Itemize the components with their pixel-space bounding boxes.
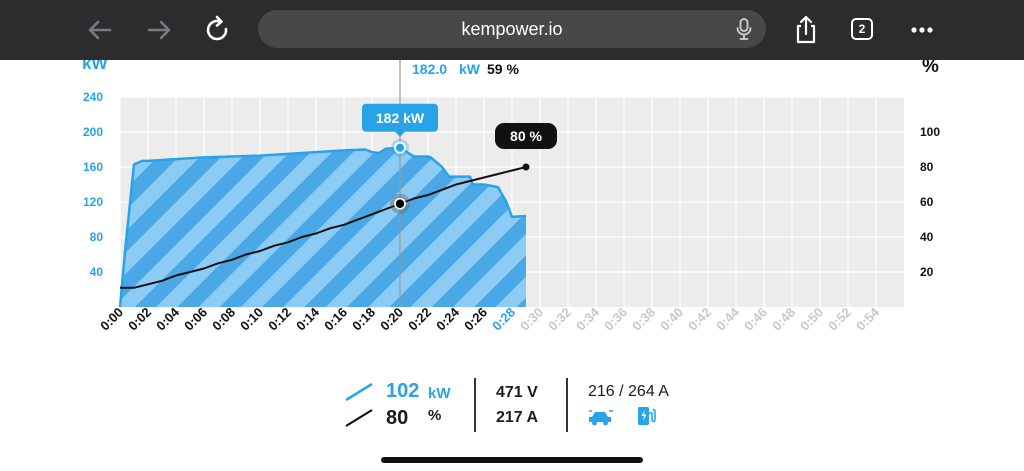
current-soc-unit: % [428,407,442,424]
x-tick-label: 0:30 [517,305,546,334]
tabs-icon[interactable]: 2 [851,18,873,40]
y-left-axis-label: kW [82,60,108,73]
soc-cursor-point[interactable] [394,197,406,210]
x-tick-label: 0:48 [769,305,798,334]
y-left-tick-label: 160 [83,160,103,174]
y-right-tick-label: 80 [920,160,934,174]
x-tick-label: 0:18 [349,305,378,334]
legend-electrical: 471 V 217 A [496,378,556,434]
y-right-tick-label: 100 [920,125,940,139]
x-tick-label: 0:54 [853,304,883,334]
x-tick-label: 0:52 [825,305,854,334]
soc-line [120,166,527,289]
address-bar[interactable]: kempower.io [258,10,766,48]
x-tick-label: 0:24 [433,304,463,334]
soc-end-bubble-text: 80 % [510,128,542,144]
share-icon [796,15,816,44]
y-right-axis-label: % [922,60,939,77]
current-limits: 216 / 264 A [588,383,669,400]
x-tick-label: 0:06 [181,305,210,334]
y-left-tick-label: 80 [90,230,104,244]
x-ticks: 0:000:020:040:060:080:100:120:140:160:18… [97,304,883,334]
reload-icon [206,15,228,41]
y-left-tick-label: 200 [83,125,103,139]
cursor-power-readout: 182.0 [412,61,447,77]
y-left-tick-label: 120 [83,195,103,209]
x-tick-label: 0:12 [265,305,294,334]
x-tick-label: 0:42 [685,305,714,334]
x-tick-label: 0:44 [713,304,743,334]
current-soc-value: 80 [386,407,409,429]
soc-end-bubble: 80 % [495,123,557,149]
y-left-ticks: 40 80 120 160 200 240 [83,90,103,279]
reload-button[interactable] [200,12,236,48]
x-tick-label: 0:02 [125,305,154,334]
y-left-tick-label: 240 [83,90,103,104]
back-button[interactable] [82,12,118,48]
x-tick-label: 0:46 [741,305,770,334]
x-tick-label: 0:16 [321,305,350,334]
forward-arrow-icon [147,20,171,40]
vehicle-icon [589,410,613,426]
x-tick-label: 0:26 [461,305,490,334]
current-power-unit: kW [428,385,451,402]
x-tick-label: 0:22 [405,305,434,334]
x-tick-label: 0:50 [797,305,826,334]
x-tick-label: 0:00 [97,305,126,334]
legend-series: 102 kW 80 % [340,378,490,434]
x-tick-label: 0:08 [209,305,238,334]
charger-icon [638,407,656,425]
y-right-tick-label: 40 [920,230,934,244]
legend-limits: 216 / 264 A [588,378,698,434]
current-value: 217 A [496,409,539,426]
x-tick-label: 0:28 [489,305,518,334]
more-icon [911,27,933,33]
power-bubble-text: 182 kW [376,110,425,126]
more-button[interactable] [904,12,940,48]
forward-button[interactable] [141,12,177,48]
voltage-value: 471 V [496,384,538,401]
x-tick-label: 0:04 [153,304,183,334]
back-arrow-icon [88,20,112,40]
url-text: kempower.io [461,19,563,39]
x-tick-label: 0:20 [377,305,406,334]
x-tick-label: 0:38 [629,305,658,334]
cursor-soc-readout: 59 % [487,61,519,77]
x-tick-label: 0:14 [293,304,323,334]
x-tick-label: 0:36 [601,305,630,334]
legend-divider [474,378,476,432]
x-tick-label: 0:34 [573,304,603,334]
x-tick-label: 0:32 [545,305,574,334]
soc-legend-swatch [345,409,373,427]
browser-toolbar: kempower.io 2 [0,0,1024,60]
home-indicator[interactable] [381,457,643,463]
power-line [118,146,527,308]
power-legend-swatch [345,382,373,402]
y-right-tick-label: 20 [920,265,934,279]
legend-divider [566,378,568,432]
power-area [120,147,526,307]
x-tick-label: 0:40 [657,305,686,334]
power-cursor-point[interactable] [394,141,406,154]
y-right-ticks: 20 40 60 80 100 [920,125,940,279]
current-power-value: 102 [386,380,420,402]
y-left-tick-label: 40 [90,265,104,279]
share-button[interactable] [788,12,824,48]
cursor-power-unit: kW [459,61,481,77]
power-bubble: 182 kW [362,103,438,137]
soc-end-point [522,163,530,171]
y-right-tick-label: 60 [920,195,934,209]
x-tick-label: 0:10 [237,305,266,334]
microphone-icon[interactable] [736,18,752,40]
